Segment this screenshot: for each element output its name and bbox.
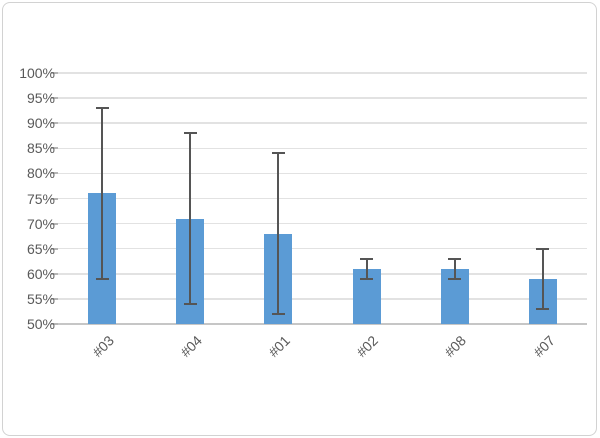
error-cap <box>95 107 109 110</box>
y-axis-tick <box>51 147 58 150</box>
x-category-label: #02 <box>353 332 382 361</box>
error-cap <box>95 277 109 280</box>
gridline <box>58 298 587 300</box>
x-category-label: #03 <box>88 332 117 361</box>
error-cap <box>536 307 550 310</box>
gridline <box>58 72 587 74</box>
gridline <box>58 247 587 250</box>
y-tick-label: 55% <box>26 290 55 307</box>
gridline <box>58 197 587 200</box>
y-axis-tick <box>51 122 58 125</box>
y-tick-label: 60% <box>26 265 55 282</box>
y-tick-label: 90% <box>26 115 55 132</box>
gridline <box>58 97 587 99</box>
y-axis-tick <box>51 97 58 100</box>
error-cap <box>271 152 285 155</box>
y-axis-tick <box>51 72 58 74</box>
error-whisker <box>101 108 104 279</box>
error-cap <box>360 257 374 260</box>
error-cap <box>360 277 374 280</box>
y-tick-label: 75% <box>26 190 55 207</box>
error-whisker <box>541 248 544 309</box>
y-tick-label: 65% <box>26 240 55 257</box>
error-whisker <box>365 258 368 279</box>
y-axis-tick <box>51 222 58 225</box>
gridline <box>58 172 587 175</box>
x-category-label: #01 <box>265 332 294 361</box>
y-axis-tick <box>51 172 58 175</box>
error-whisker <box>189 133 192 304</box>
y-axis-tick <box>51 247 58 250</box>
error-cap <box>448 277 462 280</box>
error-cap <box>183 302 197 305</box>
plot-area: 50% 55% 60% 65% 70% 75% 80% 85% 90% 95% 100% #03 #04… <box>3 3 596 435</box>
y-axis-tick <box>51 197 58 200</box>
error-cap <box>448 257 462 260</box>
y-tick-label: 80% <box>26 165 55 182</box>
gridline <box>58 147 587 150</box>
y-tick-label: 85% <box>26 140 55 157</box>
gridline <box>58 122 587 124</box>
gridline <box>58 222 587 225</box>
error-whisker <box>277 153 280 314</box>
y-tick-label: 50% <box>26 316 55 332</box>
x-category-label: #08 <box>441 332 470 361</box>
error-cap <box>183 132 197 135</box>
error-whisker <box>453 258 456 279</box>
x-category-label: #07 <box>529 332 558 361</box>
gridline <box>58 323 587 325</box>
error-cap <box>536 247 550 250</box>
y-axis-tick <box>51 272 58 275</box>
y-tick-label: 100% <box>19 65 55 81</box>
y-axis-tick <box>51 297 58 300</box>
gridline <box>58 273 587 275</box>
y-axis-tick <box>51 323 58 325</box>
y-tick-label: 70% <box>26 215 55 232</box>
error-cap <box>271 312 285 315</box>
x-category-label: #04 <box>177 332 205 361</box>
y-tick-label: 95% <box>26 90 55 107</box>
